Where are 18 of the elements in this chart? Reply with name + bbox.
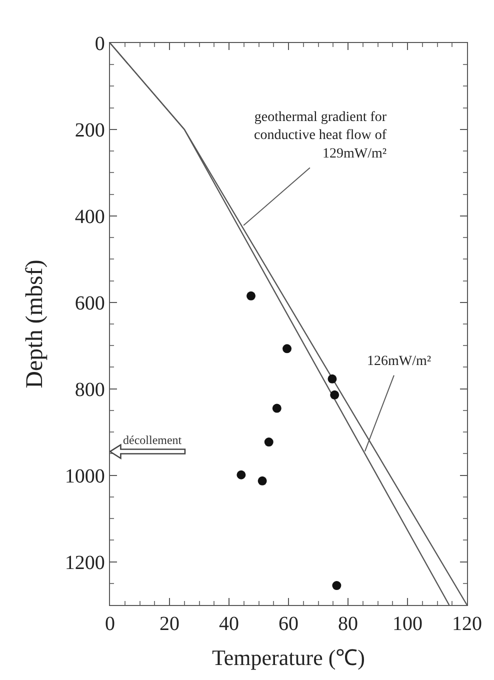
annotation: geothermal gradient for conductive heat flow of 129mW/m² [254,110,387,162]
x-tick-label: 80 [338,613,358,636]
y-tick-label: 800 [74,378,105,401]
y-tick-label: 200 [74,119,105,142]
annotation: 126mW/m² [367,354,432,369]
y-tick-label: 1200 [64,552,105,574]
y-axis-title: Depth (mbsf) [22,260,48,388]
y-tick-label: 600 [74,292,105,314]
ref-line-label: décollement [123,433,182,447]
y-tick-label: 0 [94,33,105,55]
x-tick-label: 120 [452,613,482,636]
x-tick-label: 60 [278,613,298,636]
x-tick-label: 100 [392,613,422,636]
y-tick-label: 400 [74,206,105,228]
x-tick-label: 40 [219,613,239,636]
x-axis-title: Temperature (℃) [212,645,365,670]
x-tick-label: 20 [160,613,180,636]
y-tick-label: 1000 [64,465,105,488]
